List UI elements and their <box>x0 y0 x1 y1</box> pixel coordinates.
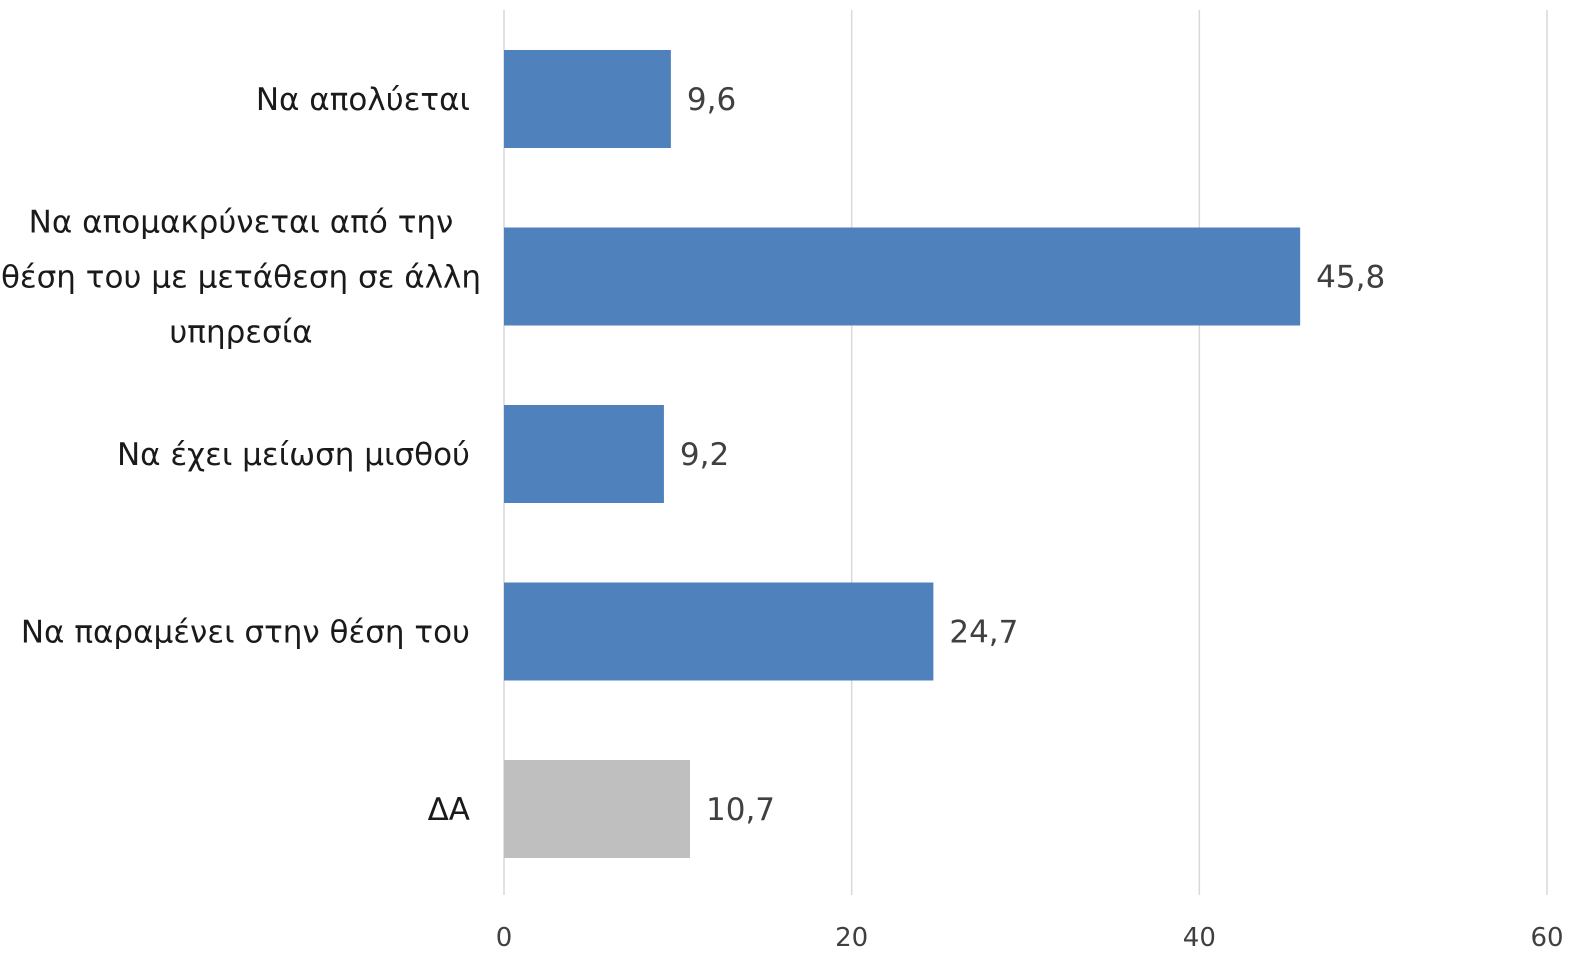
bar <box>504 582 934 681</box>
bar <box>504 227 1301 326</box>
category-label-line: υπηρεσία <box>169 315 312 351</box>
data-label: 9,2 <box>680 437 729 473</box>
category-labels: Να απολύεται Να απομακρύνεται από την θέση… <box>1 82 481 828</box>
category-label-line: Να απομακρύνεται από την <box>29 205 454 241</box>
category-label: ΔΑ <box>428 792 470 828</box>
x-tick-label: 0 <box>496 923 513 953</box>
category-label-line: Να απολύεται <box>256 82 470 118</box>
data-label: 10,7 <box>706 792 775 828</box>
category-label: Να παραμένει στην θέση του <box>21 615 470 651</box>
category-label-line: θέση του με μετάθεση σε άλλη <box>1 260 481 296</box>
category-label-line: ΔΑ <box>428 792 470 828</box>
x-tick-label: 20 <box>835 923 868 953</box>
data-label: 9,6 <box>687 82 736 118</box>
category-label: Να απολύεται <box>256 82 470 118</box>
x-tick-label: 60 <box>1530 923 1563 953</box>
category-label: Να έχει μείωση μισθού <box>117 437 470 473</box>
x-axis-ticks: 0 20 40 60 <box>496 923 1564 953</box>
data-label: 45,8 <box>1316 260 1385 296</box>
category-label-line: Να έχει μείωση μισθού <box>117 437 470 473</box>
x-tick-label: 40 <box>1183 923 1216 953</box>
category-label-line: Να παραμένει στην θέση του <box>21 615 470 651</box>
data-label: 24,7 <box>949 615 1018 651</box>
bars <box>504 50 1301 858</box>
bar <box>504 405 664 503</box>
bar <box>504 760 691 858</box>
data-labels: 9,6 45,8 9,2 24,7 10,7 <box>680 82 1385 828</box>
bar <box>504 50 671 148</box>
category-label: Να απομακρύνεται από την θέση του με μετά… <box>1 205 481 351</box>
